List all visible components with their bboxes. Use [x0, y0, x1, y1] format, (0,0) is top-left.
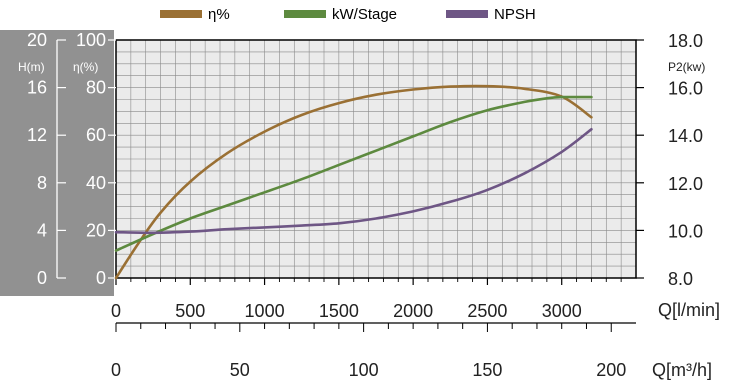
p2-tick-label: 10.0: [668, 221, 703, 241]
series-layer: [114, 84, 593, 280]
axis-ticks: [57, 39, 644, 332]
x-axis-label: Q[l/min]: [658, 300, 720, 320]
p2-tick-label: 16.0: [668, 79, 703, 99]
eta-axis-label: η(%): [73, 60, 98, 74]
legend-swatch-kw: [284, 10, 326, 18]
legend-swatch-npsh: [446, 10, 488, 18]
x2-axis-label: Q[m³/h]: [652, 360, 712, 380]
p2-tick-label: 8.0: [668, 269, 693, 289]
series-eta-line: [114, 84, 593, 280]
p2-tick-label: 14.0: [668, 126, 703, 146]
p2-tick-label: 18.0: [668, 31, 703, 51]
x2-tick-label: 150: [472, 360, 502, 380]
legend: η% kW/Stage NPSH: [160, 6, 536, 23]
eta-tick-label: 40: [86, 173, 106, 193]
x2-tick-label: 0: [111, 360, 121, 380]
x-tick-label: 1000: [245, 301, 285, 321]
h-tick-label: 20: [27, 30, 47, 50]
eta-tick-label: 0: [96, 268, 106, 288]
x2-tick-label: 200: [596, 360, 626, 380]
series-npsh-line: [114, 128, 593, 235]
h-tick-label: 16: [27, 78, 47, 98]
grid-lines: [116, 40, 636, 278]
h-tick-label: 4: [37, 220, 47, 240]
legend-label-eta: η%: [208, 6, 230, 23]
eta-tick-label: 20: [86, 220, 106, 240]
series-kw-stage-line: [114, 95, 593, 252]
h-tick-label: 12: [27, 125, 47, 145]
p2-tick-label: 12.0: [668, 174, 703, 194]
legend-swatch-eta: [160, 10, 202, 18]
x-tick-label: 0: [111, 301, 121, 321]
x-tick-label: 500: [175, 301, 205, 321]
x-tick-label: 2500: [467, 301, 507, 321]
eta-tick-label: 80: [86, 78, 106, 98]
x-tick-label: 2000: [393, 301, 433, 321]
h-tick-label: 0: [37, 268, 47, 288]
p2-axis-label: P2(kw): [668, 60, 705, 74]
x2-tick-label: 50: [230, 360, 250, 380]
x-tick-label: 3000: [542, 301, 582, 321]
h-tick-label: 8: [37, 173, 47, 193]
x2-tick-label: 100: [349, 360, 379, 380]
x-tick-label: 1500: [319, 301, 359, 321]
legend-label-npsh: NPSH: [494, 6, 536, 23]
eta-tick-label: 100: [76, 30, 106, 50]
h-axis-label: H(m): [18, 60, 45, 74]
plot-frame: [115, 39, 637, 279]
eta-tick-label: 60: [86, 125, 106, 145]
legend-label-kw: kW/Stage: [332, 6, 397, 23]
